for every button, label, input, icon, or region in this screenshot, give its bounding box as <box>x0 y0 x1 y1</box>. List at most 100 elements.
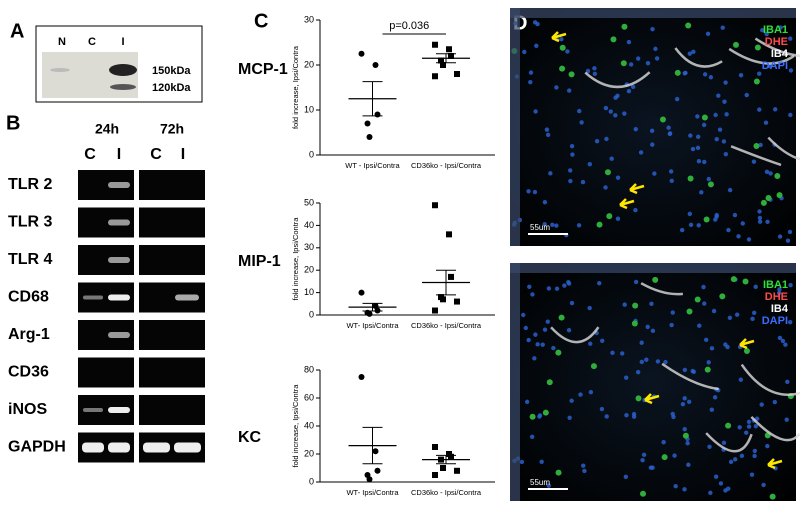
nucleus <box>521 312 526 318</box>
nucleus <box>682 487 687 492</box>
nucleus <box>682 396 687 401</box>
nucleus <box>568 168 573 173</box>
vessel <box>674 47 723 68</box>
vessel <box>705 432 753 453</box>
y-tick-label: 30 <box>304 242 314 252</box>
gel-lane <box>139 357 205 388</box>
gene-label: TLR 3 <box>8 214 53 231</box>
y-tick-label: 60 <box>304 392 314 402</box>
nucleus <box>529 434 535 440</box>
data-point <box>448 53 454 59</box>
nucleus <box>776 290 782 296</box>
y-axis-label: fold increase, Ipsi/Contra <box>291 217 300 301</box>
nucleus <box>545 132 551 138</box>
nucleus <box>703 337 709 342</box>
nucleus <box>639 340 644 345</box>
nucleus <box>670 411 675 417</box>
chart-title: KC <box>238 429 262 446</box>
nucleus <box>772 399 778 405</box>
microglia <box>719 293 726 300</box>
nucleus <box>728 459 734 465</box>
nucleus <box>645 324 650 330</box>
channel-label: IB4 <box>771 303 789 315</box>
channel-label: DHE <box>765 291 788 303</box>
data-point <box>366 476 373 483</box>
lane-label: I <box>121 36 124 48</box>
nucleus <box>630 84 636 90</box>
nucleus <box>764 31 769 37</box>
gene-label: CD36 <box>8 364 49 381</box>
nucleus <box>542 221 547 227</box>
nucleus <box>633 279 639 285</box>
microglia <box>687 175 694 182</box>
nucleus <box>777 287 782 292</box>
arrow <box>644 393 660 405</box>
nucleus <box>530 292 535 297</box>
data-point <box>448 453 454 460</box>
scale-bar-label: 55um <box>530 478 550 487</box>
nucleus <box>788 36 793 41</box>
nucleus <box>739 453 745 459</box>
nucleus <box>765 443 770 449</box>
data-point <box>358 374 365 380</box>
nucleus <box>716 93 721 98</box>
nucleus <box>757 215 763 221</box>
nucleus <box>562 283 567 288</box>
nucleus <box>613 113 618 118</box>
data-point <box>438 57 444 64</box>
vessel <box>728 47 795 65</box>
nucleus <box>697 323 702 328</box>
nucleus <box>597 281 602 286</box>
band <box>175 294 199 301</box>
nucleus <box>570 152 575 157</box>
band <box>83 295 103 300</box>
nucleus <box>687 211 693 217</box>
nucleus <box>603 105 609 111</box>
nucleus <box>788 112 793 118</box>
nucleus <box>635 369 641 375</box>
nucleus <box>746 419 752 425</box>
nucleus <box>534 43 539 49</box>
nucleus <box>721 440 727 446</box>
nucleus <box>622 302 627 307</box>
micrograph <box>510 8 796 246</box>
vessel <box>640 282 684 296</box>
nucleus <box>785 379 790 385</box>
data-point <box>366 310 373 317</box>
data-point <box>432 73 438 80</box>
data-point <box>432 444 438 450</box>
nucleus <box>736 234 741 239</box>
nucleus <box>738 377 744 382</box>
nucleus <box>699 190 704 195</box>
band <box>143 442 170 453</box>
nucleus <box>526 337 531 343</box>
vessel <box>550 326 600 344</box>
nucleus <box>696 159 702 164</box>
microglia <box>707 181 714 188</box>
nucleus <box>545 319 550 324</box>
nucleus <box>535 342 540 347</box>
nucleus <box>668 169 674 174</box>
nucleus <box>701 284 706 290</box>
data-point <box>432 307 438 314</box>
nucleus <box>569 300 575 306</box>
data-point <box>372 448 379 455</box>
nucleus <box>752 453 757 459</box>
nucleus <box>620 351 625 356</box>
microglia <box>659 116 666 123</box>
arrow <box>619 198 635 210</box>
nucleus <box>528 70 534 75</box>
microglia <box>604 169 611 176</box>
error-bar <box>436 53 456 64</box>
nucleus <box>523 325 529 331</box>
y-tick-label: 0 <box>309 476 314 486</box>
nucleus <box>783 342 788 347</box>
nucleus <box>670 310 675 315</box>
nucleus <box>624 375 629 380</box>
y-tick-label: 40 <box>304 220 314 230</box>
nucleus <box>687 51 692 56</box>
nucleus <box>723 80 728 85</box>
vessel <box>750 416 800 442</box>
microglia <box>661 454 668 461</box>
error-bar <box>436 454 456 465</box>
